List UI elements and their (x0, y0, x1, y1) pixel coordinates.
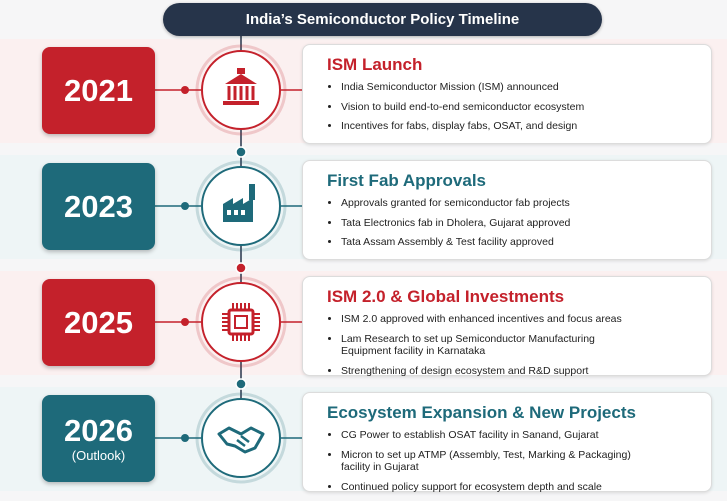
year-box: 2025 (42, 279, 155, 366)
bullet: Vision to build end-to-end semiconductor… (341, 101, 641, 114)
year: 2021 (64, 72, 133, 108)
year: 2025 (64, 304, 133, 340)
year-box: 2026 (Outlook) (42, 395, 155, 482)
year: 2026 (64, 412, 133, 448)
icon (217, 426, 265, 454)
icon-chip (227, 308, 255, 336)
icon-column (251, 86, 255, 100)
connector-dot (181, 318, 189, 326)
bullet: Incentives for fabs, display fabs, OSAT,… (341, 120, 641, 133)
bullet: Continued policy support for ecosystem d… (341, 481, 641, 494)
icon (223, 184, 255, 222)
bullet: Approvals granted for semiconductor fab … (341, 197, 641, 210)
spine-dot (235, 262, 247, 274)
icon-column (227, 86, 231, 100)
connector-dot (181, 202, 189, 210)
icon-dome (237, 68, 245, 74)
icon-hand (217, 426, 265, 454)
title-banner: India’s Semiconductor Policy Timeline (163, 3, 602, 36)
connector-dot (181, 86, 189, 94)
connector-dot (181, 434, 189, 442)
title: India’s Semiconductor Policy Timeline (245, 11, 520, 28)
icon-column (233, 86, 237, 100)
icon-core (234, 315, 248, 329)
bullet: Strengthening of design ecosystem and R&… (341, 365, 641, 378)
bullet: ISM 2.0 approved with enhanced incentive… (341, 313, 641, 326)
bullet-list: India Semiconductor Mission (ISM) announ… (327, 81, 641, 133)
bullet: Tata Electronics fab in Dholera, Gujarat… (341, 217, 641, 230)
icon-column (239, 86, 243, 100)
bullet: CG Power to establish OSAT facility in S… (341, 429, 641, 442)
icon-window (227, 210, 231, 215)
icon-roof (225, 74, 257, 84)
bullet-list: CG Power to establish OSAT facility in S… (327, 429, 641, 493)
card: ISM Launch India Semiconductor Mission (I… (302, 44, 712, 144)
icon (223, 68, 259, 105)
card-heading: First Fab Approvals (327, 171, 487, 190)
icon-fingers (236, 435, 250, 447)
bullet: Tata Assam Assembly & Test facility appr… (341, 236, 641, 249)
year-box: 2023 (42, 163, 155, 250)
card: Ecosystem Expansion & New Projects CG Pow… (302, 392, 712, 493)
bullet: Micron to set up ATMP (Assembly, Test, M… (341, 449, 641, 474)
bullet-list: Approvals granted for semiconductor fab … (327, 197, 641, 249)
bullet: Lam Research to set up Semiconductor Man… (341, 333, 641, 358)
spine-dot (235, 378, 247, 390)
year: 2023 (64, 188, 133, 224)
card: ISM 2.0 & Global Investments ISM 2.0 appr… (302, 276, 712, 377)
icon-circle (201, 398, 281, 478)
icon-window (241, 210, 245, 215)
icon-column (245, 86, 249, 100)
card-heading: ISM Launch (327, 55, 423, 74)
card-heading: ISM 2.0 & Global Investments (327, 287, 565, 306)
icon (222, 303, 260, 341)
bullet-list: ISM 2.0 approved with enhanced incentive… (327, 313, 641, 377)
icon-base (223, 101, 259, 105)
spine-dot (235, 146, 247, 158)
icon-window (234, 210, 238, 215)
bullet: India Semiconductor Mission (ISM) announ… (341, 81, 641, 94)
year-note: (Outlook) (71, 447, 126, 463)
card: First Fab Approvals Approvals granted for… (302, 160, 712, 260)
icon-circle (201, 282, 281, 362)
icon-chimney (249, 184, 255, 200)
card-heading: Ecosystem Expansion & New Projects (327, 403, 636, 422)
year-box: 2021 (42, 47, 155, 134)
